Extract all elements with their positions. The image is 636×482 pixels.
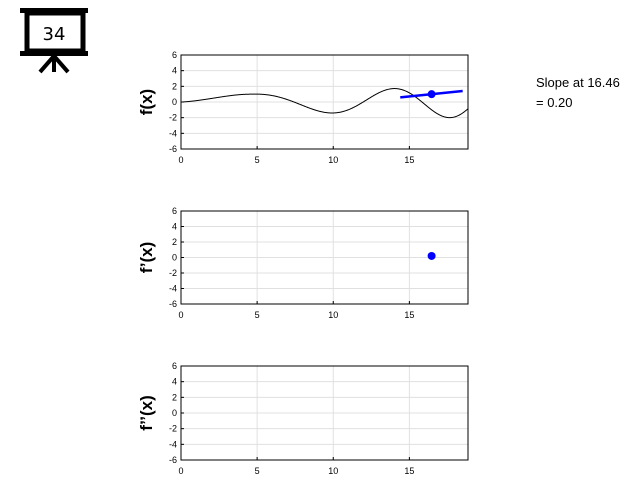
x-tick-label: 15 (404, 466, 414, 476)
y-tick-label: -2 (169, 424, 177, 434)
y-axis-label: f’’(x) (137, 395, 156, 431)
slide-number: 34 (43, 24, 66, 45)
series-line-f (180, 88, 469, 119)
x-tick-label: 5 (255, 310, 260, 320)
y-tick-label: 6 (172, 206, 177, 216)
presentation-board-icon: 34 (20, 8, 88, 74)
y-tick-label: 0 (172, 408, 177, 418)
x-tick-label: 5 (255, 466, 260, 476)
y-tick-label: 4 (172, 66, 177, 76)
y-axis-label: f(x) (137, 89, 156, 115)
y-axis-label: f’(x) (137, 242, 156, 273)
y-tick-label: -4 (169, 128, 177, 138)
x-tick-label: 15 (404, 310, 414, 320)
y-tick-label: -2 (169, 268, 177, 278)
point-marker (427, 251, 436, 260)
y-tick-label: 0 (172, 253, 177, 263)
chart-1: 0 5 10 15 -6 -4 -2 0 2 4 6 f(x) (137, 50, 469, 165)
y-tick-label: -2 (169, 113, 177, 123)
x-tick-label: 0 (178, 155, 183, 165)
y-tick-label: 6 (172, 361, 177, 371)
slide-number-badge: 34 (20, 8, 92, 74)
y-tick-label: 6 (172, 50, 177, 60)
x-tick-label: 0 (178, 466, 183, 476)
y-tick-label: 4 (172, 222, 177, 232)
slope-readout: Slope at 16.46 = 0.20 (536, 73, 620, 113)
y-tick-label: 2 (172, 81, 177, 91)
x-tick-label: 0 (178, 310, 183, 320)
x-tick-label: 10 (328, 155, 338, 165)
y-tick-label: -6 (169, 144, 177, 154)
y-tick-label: -4 (169, 284, 177, 294)
x-tick-label: 15 (404, 155, 414, 165)
slope-readout-line1: Slope at 16.46 (536, 75, 620, 90)
x-tick-label: 10 (328, 310, 338, 320)
x-tick-label: 10 (328, 466, 338, 476)
point-marker (427, 90, 436, 99)
x-tick-label: 5 (255, 155, 260, 165)
y-tick-label: 0 (172, 97, 177, 107)
slope-readout-line2: = 0.20 (536, 95, 573, 110)
chart-2: 0 5 10 15 -6 -4 -2 0 2 4 6 f’(x) (137, 206, 469, 320)
y-tick-label: -6 (169, 455, 177, 465)
chart-3: 0 5 10 15 -6 -4 -2 0 2 4 6 f’’(x) (137, 361, 469, 476)
y-tick-label: -4 (169, 439, 177, 449)
y-tick-label: 2 (172, 237, 177, 247)
y-tick-label: 4 (172, 377, 177, 387)
y-tick-label: -6 (169, 299, 177, 309)
y-tick-label: 2 (172, 392, 177, 402)
